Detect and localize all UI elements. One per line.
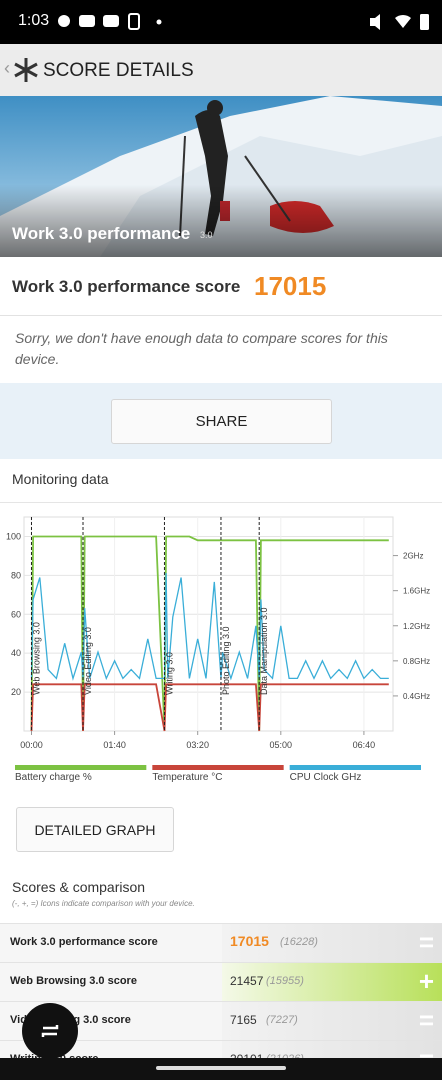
y2-tick-label: 1.6GHz <box>403 587 430 596</box>
message-text: Sorry, we don't have enough data to comp… <box>15 330 388 367</box>
test-label: Web Browsing 3.0 <box>31 622 41 695</box>
y2-tick-label: 2GHz <box>403 552 423 561</box>
status-bar: 1:03 <box>0 0 442 44</box>
y2-tick-label: 1.2GHz <box>403 622 430 631</box>
score-value: 7165 <box>230 1013 257 1027</box>
score-cell: 7165 (7227) = <box>222 1002 442 1040</box>
x-tick-label: 03:20 <box>186 740 209 750</box>
score-value: 17015 <box>230 933 269 949</box>
score-row: Work 3.0 performance score 17015 <box>0 257 442 316</box>
monitoring-chart: 20 40 60 80 100 0.4GHz 0.8GHz 1.2GHz 1.6GHz 2GHz 0… <box>6 516 430 783</box>
y2-tick-label: 0.4GHz <box>403 692 430 701</box>
score-row: Web Browsing 3.0 score 21457 (15955) + <box>0 962 442 1001</box>
navigation-bar <box>0 1058 442 1080</box>
logo <box>14 58 38 82</box>
data-line <box>30 683 389 732</box>
swap-icon <box>41 1025 59 1037</box>
score-cell: 17015 (16228) = <box>222 924 442 962</box>
legend-label: CPU Clock GHz <box>290 772 362 783</box>
gesture-handle <box>156 1066 286 1070</box>
x-tick-label: 05:00 <box>270 740 293 750</box>
hero-image: Work 3.0 performance 3.0 <box>0 96 442 257</box>
status-icons <box>58 13 162 30</box>
score-name: Work 3.0 performance score <box>10 936 158 948</box>
score-cell: 21457 (15955) + <box>222 963 442 1001</box>
y2-tick-label: 0.8GHz <box>403 657 430 666</box>
scores-title: Scores & comparison <box>12 879 146 895</box>
x-tick-label: 06:40 <box>353 740 376 750</box>
data-line <box>30 573 389 681</box>
legend-label: Battery charge % <box>15 772 92 783</box>
app-bar: ‹ SCORE DETAILS <box>0 44 442 96</box>
page-title: SCORE DETAILS <box>43 60 194 81</box>
test-label: Video Editing 3.0 <box>83 627 93 695</box>
back-icon[interactable]: ‹ <box>4 58 10 78</box>
share-band: SHARE <box>0 383 442 459</box>
hero-title: Work 3.0 performance <box>12 224 190 243</box>
clock: 1:03 <box>18 12 50 29</box>
score-value: 17015 <box>254 271 327 301</box>
y-tick-label: 20 <box>11 687 21 697</box>
y-tick-label: 60 <box>11 609 21 619</box>
y-tick-label: 40 <box>11 648 21 658</box>
test-label: Writing 3.0 <box>164 652 174 695</box>
y-tick-label: 100 <box>6 531 21 541</box>
monitoring-title: Monitoring data <box>12 471 109 487</box>
scores-subtitle: (-, +, =) Icons indicate comparison with… <box>12 899 195 908</box>
hero-version: 3.0 <box>200 230 213 240</box>
legend-swatch <box>289 765 421 770</box>
detailed-graph-button[interactable]: DETAILED GRAPH <box>16 807 174 852</box>
legend-label: Temperature °C <box>152 772 222 783</box>
x-tick-label: 01:40 <box>103 740 126 750</box>
score-comparison: (7227) <box>266 1014 298 1026</box>
test-label: Photo Editing 3.0 <box>221 626 231 695</box>
legend-swatch <box>15 765 147 770</box>
system-icons <box>370 14 429 30</box>
comparison-icon: = <box>418 1005 434 1035</box>
test-label: Data Manipulation 3.0 <box>259 607 269 695</box>
score-value: 21457 <box>230 974 264 988</box>
share-button[interactable]: SHARE <box>111 399 332 444</box>
message: Sorry, we don't have enough data to comp… <box>0 316 442 383</box>
score-comparison: (16228) <box>280 936 318 948</box>
floating-button[interactable] <box>22 1003 78 1059</box>
plot-area <box>23 516 394 732</box>
legend-swatch <box>152 765 284 770</box>
y-tick-label: 80 <box>11 570 21 580</box>
score-comparison: (15955) <box>266 975 304 987</box>
score-row: Work 3.0 performance score 17015 (16228) = <box>0 923 442 962</box>
comparison-icon: + <box>418 966 434 996</box>
monitoring-header: Monitoring data <box>0 460 442 503</box>
x-tick-label: 00:00 <box>20 740 43 750</box>
comparison-icon: = <box>418 927 434 957</box>
score-name: Web Browsing 3.0 score <box>10 975 137 987</box>
score-label: Work 3.0 performance score <box>12 277 241 296</box>
